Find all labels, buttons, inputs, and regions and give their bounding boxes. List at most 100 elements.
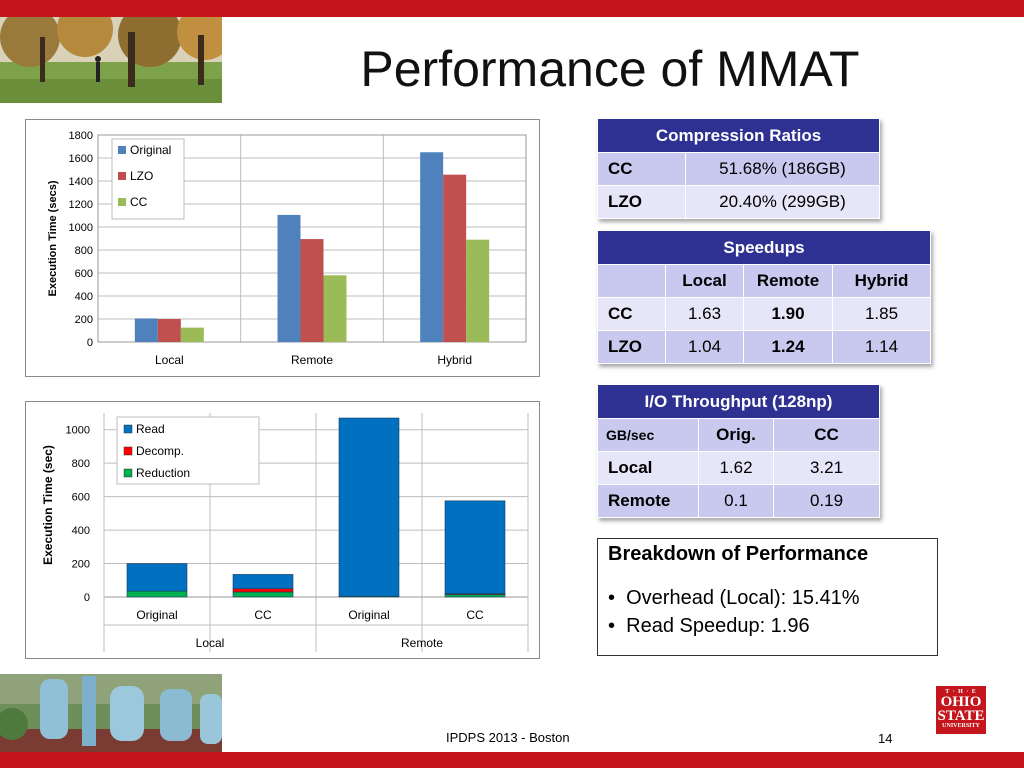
- legend-label: Read: [136, 422, 165, 436]
- x-category-label: Hybrid: [437, 353, 472, 367]
- logo-line: OHIO: [936, 695, 986, 709]
- speedups-cell: 1.63: [666, 298, 744, 331]
- x-category-label: Local: [155, 353, 184, 367]
- bar-read: [233, 574, 293, 588]
- throughput-corner: GB/sec: [598, 419, 699, 452]
- bar-original: [420, 152, 443, 342]
- logo-line: STATE: [936, 709, 986, 723]
- y-tick-label: 1400: [69, 176, 93, 188]
- page-number: 14: [878, 731, 892, 746]
- compression-row-value: 20.40% (299GB): [686, 186, 880, 219]
- park-photo: [0, 17, 222, 103]
- y-tick-label: 0: [87, 337, 93, 349]
- speedups-cell: 1.14: [833, 331, 931, 364]
- bar-read: [339, 418, 399, 596]
- y-tick-label: 200: [75, 314, 93, 326]
- speedups-row-label: CC: [598, 298, 666, 331]
- bar-reduction: [233, 592, 293, 597]
- legend-label: Reduction: [136, 466, 190, 480]
- execution-time-chart: 0 200 400 600 800 1000 1200 1400 1600 1800 Local Re…: [25, 119, 540, 377]
- bottom-accent-bar: [0, 752, 1024, 768]
- speedups-cell: 1.90: [744, 298, 833, 331]
- y-tick-label: 800: [72, 458, 90, 470]
- y-tick-label: 1000: [66, 425, 90, 437]
- legend-swatch: [124, 425, 132, 433]
- bar-cc: [181, 328, 204, 342]
- bar-lzo: [301, 239, 324, 342]
- breakdown-chart-svg: 0 200 400 600 800 1000 Original CC Original CC Loc…: [26, 402, 539, 658]
- y-tick-label: 1800: [69, 130, 93, 142]
- bar-decomp: [233, 589, 293, 592]
- throughput-col-orig: Orig.: [699, 419, 774, 452]
- logo-line: UNIVERSITY: [936, 723, 986, 729]
- y-tick-label: 800: [75, 245, 93, 257]
- x-category-label: CC: [254, 608, 272, 622]
- speedups-row-label: LZO: [598, 331, 666, 364]
- throughput-cell: 0.19: [774, 485, 880, 518]
- y-tick-label: 400: [72, 525, 90, 537]
- speedups-corner: [598, 265, 666, 298]
- speedups-col-local: Local: [666, 265, 744, 298]
- y-axis-title: Execution Time (secs): [47, 180, 59, 296]
- legend-label: Original: [130, 143, 171, 157]
- x-category-label: Original: [136, 608, 177, 622]
- osu-logo: T · H · E OHIO STATE UNIVERSITY: [936, 686, 986, 734]
- bar-cc: [466, 240, 489, 342]
- y-tick-label: 200: [72, 559, 90, 571]
- footer-text: IPDPS 2013 - Boston: [446, 730, 570, 745]
- legend-label: LZO: [130, 169, 153, 183]
- slide-title: Performance of MMAT: [300, 40, 920, 98]
- breakdown-item-text: Overhead (Local): 15.41%: [626, 587, 859, 609]
- speedups-header: Speedups: [598, 231, 931, 265]
- breakdown-box: Breakdown of Performance • Overhead (Loc…: [597, 538, 938, 656]
- x-category-label: CC: [466, 608, 484, 622]
- x-group-label: Local: [196, 636, 225, 650]
- bar-cc: [324, 275, 347, 342]
- throughput-row-label: Remote: [598, 485, 699, 518]
- throughput-header: I/O Throughput (128np): [598, 385, 880, 419]
- y-tick-label: 1600: [69, 153, 93, 165]
- breakdown-item: • Read Speedup: 1.96: [608, 612, 927, 640]
- throughput-row-label: Local: [598, 452, 699, 485]
- y-tick-label: 400: [75, 291, 93, 303]
- throughput-col-cc: CC: [774, 419, 880, 452]
- speedups-cell: 1.85: [833, 298, 931, 331]
- bar-lzo: [443, 175, 466, 342]
- y-tick-label: 0: [84, 592, 90, 604]
- compression-row-label: LZO: [598, 186, 686, 219]
- compression-header: Compression Ratios: [598, 119, 880, 153]
- top-accent-bar: [0, 0, 1024, 17]
- speedups-cell: 1.24: [744, 331, 833, 364]
- sculpture-photo: [0, 674, 222, 752]
- speedups-cell: 1.04: [666, 331, 744, 364]
- bar-lzo: [158, 319, 181, 342]
- bar-original: [135, 318, 158, 342]
- speedups-table: Speedups Local Remote Hybrid CC 1.63 1.9…: [597, 230, 931, 364]
- breakdown-item: • Overhead (Local): 15.41%: [608, 584, 927, 612]
- compression-row-value: 51.68% (186GB): [686, 153, 880, 186]
- legend-swatch: [124, 447, 132, 455]
- throughput-cell: 1.62: [699, 452, 774, 485]
- breakdown-chart: 0 200 400 600 800 1000 Original CC Original CC Loc…: [25, 401, 540, 659]
- bar-read: [127, 564, 187, 592]
- x-category-label: Remote: [291, 353, 333, 367]
- y-tick-label: 600: [72, 492, 90, 504]
- throughput-cell: 0.1: [699, 485, 774, 518]
- y-axis-title: Execution Time (sec): [41, 445, 55, 565]
- legend-swatch: [118, 172, 126, 180]
- bar-reduction: [445, 594, 505, 597]
- bar-original: [278, 215, 301, 342]
- y-tick-label: 1200: [69, 199, 93, 211]
- y-tick-label: 1000: [69, 222, 93, 234]
- bar-read: [445, 501, 505, 594]
- speedups-col-remote: Remote: [744, 265, 833, 298]
- compression-row-label: CC: [598, 153, 686, 186]
- speedups-col-hybrid: Hybrid: [833, 265, 931, 298]
- x-group-label: Remote: [401, 636, 443, 650]
- legend-swatch: [118, 146, 126, 154]
- bar-reduction: [127, 591, 187, 597]
- x-category-label: Original: [348, 608, 389, 622]
- legend-swatch: [118, 198, 126, 206]
- legend-label: CC: [130, 195, 148, 209]
- y-tick-label: 600: [75, 268, 93, 280]
